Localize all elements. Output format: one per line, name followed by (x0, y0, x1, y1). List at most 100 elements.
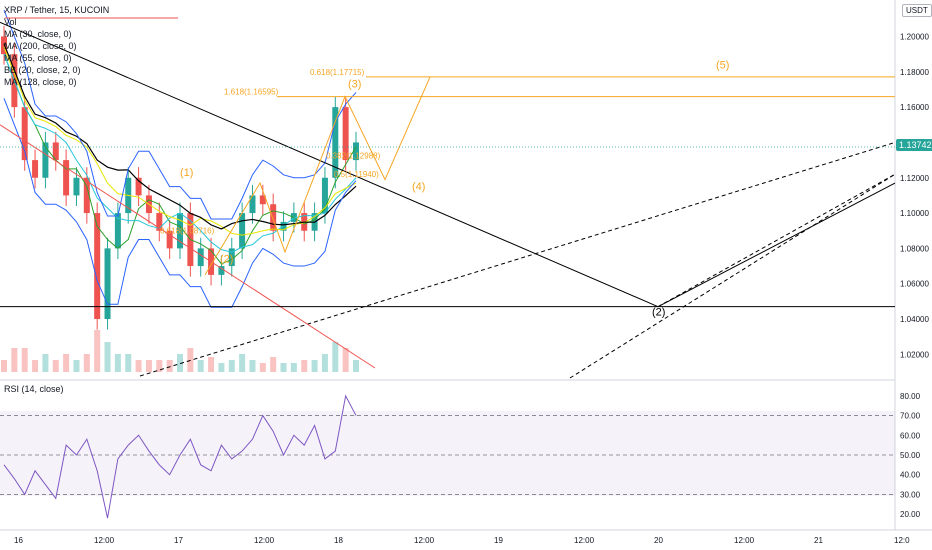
candle-body (83, 177, 90, 214)
rsi-tick-label: 30.00 (900, 490, 921, 499)
candle-body (42, 142, 49, 178)
candle-body (259, 195, 266, 205)
fib-labels: 0.618(1.17715) 1.618(1.16595) 0.382(1.1298… (160, 68, 381, 236)
volume-bar (145, 360, 152, 372)
wave-label: (2) (220, 254, 233, 266)
time-tick-label: 16 (14, 536, 23, 545)
time-tick-label: 18 (334, 536, 343, 545)
candle-body (32, 160, 39, 178)
volume-bar (249, 360, 256, 372)
wave-label: (2) (652, 306, 665, 318)
time-tick-label: 20 (654, 536, 663, 545)
trendline-dashed-short (569, 173, 896, 379)
candle-body (63, 160, 70, 196)
time-tick-label: 19 (494, 536, 503, 545)
volume-bar (42, 354, 49, 372)
volume-bar (63, 354, 70, 372)
volume-bar (1, 360, 7, 372)
price-tick-label: 1.20000 (900, 32, 929, 41)
candle-body (270, 204, 277, 231)
volume-bar (73, 360, 80, 372)
candle-body (166, 230, 173, 249)
time-tick-label: 12:0 (894, 536, 910, 545)
time-tick-label: 12:00 (94, 536, 115, 545)
volume-bar (301, 360, 308, 372)
candle-body (249, 195, 256, 214)
volume-bar (83, 354, 90, 372)
candle-body (52, 142, 59, 161)
volume-bar (21, 348, 28, 372)
fib-label: 0.618(1.17715) (310, 68, 365, 77)
candle-body (104, 248, 111, 320)
candle-body (73, 177, 80, 196)
volume-bar (125, 354, 132, 372)
rsi-polyline (3, 394, 357, 519)
candle-body (321, 177, 328, 214)
currency-button[interactable]: USDT (902, 4, 932, 17)
legend-bb[interactable]: BB (20, close, 2, 0) (4, 65, 81, 75)
volume-bar (114, 354, 121, 372)
elliott-wave-path (204, 76, 431, 276)
legend-ma200[interactable]: MA (200, close, 0) (4, 41, 77, 51)
volume-bar (156, 360, 163, 372)
price-tick-label: 1.10000 (900, 209, 929, 218)
volume-bar (177, 354, 183, 372)
ma128-line (3, 46, 357, 236)
legend-ma55[interactable]: MA (55, close, 0) (4, 53, 72, 63)
candle-body (135, 177, 142, 196)
volume-bar (52, 360, 59, 372)
price-tick-label: 1.02000 (900, 350, 929, 359)
volume-bar (135, 360, 142, 372)
ma200-line (3, 43, 357, 230)
time-tick-label: 12:00 (254, 536, 275, 545)
time-tick-label: 12:00 (734, 536, 755, 545)
legend-symbol[interactable]: XRP / Tether, 15, KUCOIN (4, 5, 110, 15)
candle-body (114, 213, 121, 249)
candle-body (197, 248, 204, 267)
legend-ma128[interactable]: MA (128, close, 0) (4, 77, 77, 87)
last-price-tag: 1.13742 (896, 139, 932, 151)
volume-bar (166, 360, 173, 372)
candle-body (177, 213, 183, 249)
price-tick-label: 1.06000 (900, 280, 929, 289)
trendline-red (0, 124, 376, 369)
rsi-tick-label: 60.00 (900, 431, 921, 440)
candle-body (94, 213, 101, 320)
wave-label: (3) (348, 79, 361, 91)
volume-bar (311, 360, 318, 372)
volume-bar (332, 342, 339, 372)
time-tick-label: 12:00 (414, 536, 435, 545)
volume-bar (280, 363, 287, 372)
candle-body (239, 213, 246, 249)
trendline-up (657, 182, 896, 308)
fib-label: 0.5(1.11940) (334, 170, 379, 179)
rsi-axis: 80.00 70.00 60.00 50.00 40.00 30.00 20.00 (900, 392, 921, 519)
legend-vol[interactable]: Vol (4, 17, 17, 27)
rsi-tick-label: 70.00 (900, 412, 921, 421)
volume-bar (218, 363, 225, 372)
rsi-tick-label: 80.00 (900, 392, 921, 401)
rsi-title[interactable]: RSI (14, close) (4, 384, 64, 394)
rsi-tick-label: 50.00 (900, 451, 921, 460)
volume-bar (270, 357, 277, 372)
fib-label: 0.618(1.08716) (160, 227, 215, 236)
volume-bar (321, 354, 328, 372)
time-tick-label: 21 (814, 536, 823, 545)
trendline-up-dashed (657, 173, 896, 308)
indicators (3, 9, 357, 308)
fib-label: 1.618(1.16595) (224, 88, 279, 97)
legend-ma30[interactable]: MA (30, close, 0) (4, 29, 72, 39)
volume-bar (342, 348, 349, 372)
volume-bar (228, 360, 235, 372)
time-tick-label: 17 (174, 536, 183, 545)
candle-body (156, 213, 163, 231)
candle-body (342, 107, 349, 161)
ma55-line (3, 53, 357, 253)
fib-label: 0.382(1.12988) (326, 151, 381, 160)
price-tick-label: 1.08000 (900, 244, 929, 253)
candle-body (21, 107, 28, 161)
candle-body (218, 266, 225, 275)
wave-label: (5) (716, 59, 729, 71)
price-tick-label: 1.18000 (900, 68, 929, 77)
